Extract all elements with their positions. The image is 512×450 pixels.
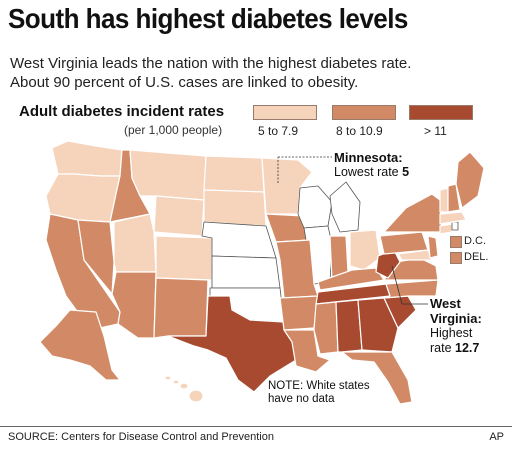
delaware-label: DEL. — [464, 251, 489, 263]
footer-divider — [0, 426, 512, 427]
state-new-mexico — [153, 277, 209, 339]
state-new-york — [383, 193, 443, 233]
state-connecticut — [439, 223, 453, 235]
state-new-hampshire — [447, 183, 461, 213]
dc-label: D.C. — [464, 235, 486, 247]
state-rhode-island — [451, 221, 459, 231]
page-title: South has highest diabetes levels — [8, 3, 408, 34]
legend-label-low: 5 to 7.9 — [258, 124, 299, 138]
subtitle-line-2: About 90 percent of U.S. cases are linke… — [10, 74, 359, 91]
west-virginia-callout-line-1: Highest — [430, 326, 473, 340]
state-oregon — [45, 173, 121, 223]
legend-swatch-high — [409, 105, 473, 120]
state-south-dakota — [203, 189, 267, 227]
state-alaska — [39, 309, 121, 381]
delaware-swatch — [450, 252, 462, 264]
minnesota-callout-text: Lowest rate 5 — [334, 165, 409, 180]
state-wisconsin — [297, 185, 333, 229]
state-arizona — [111, 271, 157, 339]
west-virginia-leader-line — [391, 265, 403, 305]
us-choropleth-map — [39, 140, 485, 405]
state-nevada — [77, 219, 115, 295]
state-hawaii — [164, 375, 204, 403]
state-nebraska — [201, 221, 277, 259]
minnesota-callout-title: Minnesota: — [334, 150, 403, 165]
state-utah — [113, 213, 157, 273]
state-florida — [341, 351, 413, 405]
west-virginia-callout-value: 12.7 — [455, 341, 480, 355]
legend-label-high: > 11 — [424, 124, 447, 138]
state-alabama — [335, 299, 363, 353]
state-vermont — [439, 187, 449, 213]
no-data-note: NOTE: White states have no data — [268, 380, 370, 406]
state-texas — [167, 295, 297, 393]
legend-swatch-low — [253, 105, 317, 120]
state-wyoming — [153, 195, 205, 237]
state-michigan — [329, 181, 361, 233]
state-mississippi — [313, 301, 339, 355]
minnesota-callout: Minnesota: Lowest rate 5 — [334, 150, 409, 180]
state-montana — [129, 149, 207, 201]
west-virginia-callout-line-2: rate 12.7 — [430, 341, 482, 356]
west-virginia-callout-title-1: West — [430, 296, 461, 311]
state-kansas — [211, 255, 281, 289]
subtitle-line-1: West Virginia leads the nation with the … — [10, 55, 412, 72]
legend-title: Adult diabetes incident rates — [19, 103, 225, 120]
state-washington — [51, 140, 123, 177]
source-credit: SOURCE: Centers for Disease Control and … — [8, 431, 274, 443]
state-massachusetts — [439, 211, 467, 225]
legend-swatch-mid — [332, 105, 396, 120]
state-ohio — [349, 229, 381, 271]
state-colorado — [155, 235, 213, 281]
west-virginia-callout-title-2: Virginia: — [430, 311, 482, 326]
state-arkansas — [279, 295, 319, 331]
agency-credit: AP — [489, 431, 504, 443]
state-georgia — [357, 297, 399, 353]
no-data-note-line-2: have no data — [268, 393, 335, 405]
west-virginia-callout-label: rate — [430, 341, 452, 355]
minnesota-callout-value: 5 — [402, 165, 410, 179]
legend-subtitle: (per 1,000 people) — [124, 123, 223, 137]
dc-swatch — [450, 236, 462, 248]
minnesota-callout-label: Lowest rate — [334, 165, 399, 179]
no-data-note-line-1: NOTE: White states — [268, 380, 370, 392]
state-new-jersey — [427, 235, 439, 259]
state-north-dakota — [203, 155, 265, 193]
state-maine — [455, 151, 485, 209]
state-maryland — [397, 249, 433, 261]
west-virginia-callout: West Virginia: Highest rate 12.7 — [430, 296, 482, 356]
legend-label-mid: 8 to 10.9 — [336, 124, 383, 138]
